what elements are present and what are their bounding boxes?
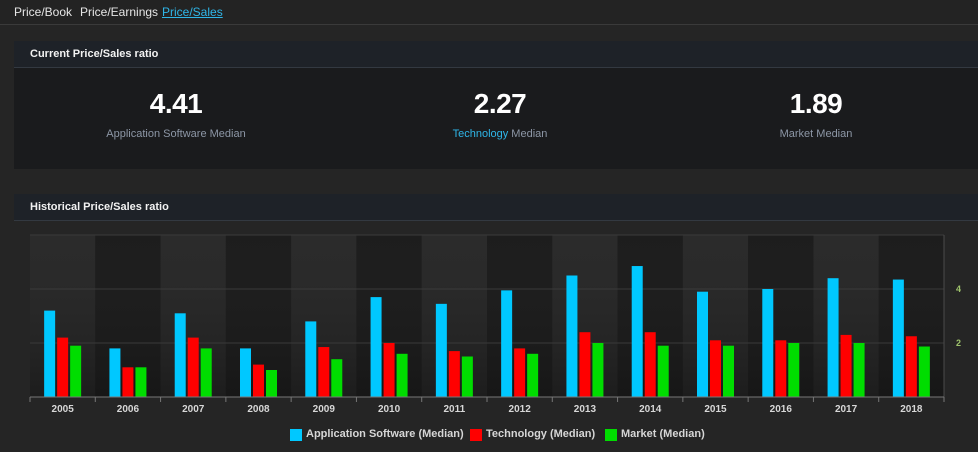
x-tick-label: 2007	[182, 404, 205, 415]
bar-application-software	[697, 291, 708, 397]
bar-application-software	[305, 321, 317, 397]
bar-market	[266, 370, 277, 397]
stat-market: 1.89 Market Median	[656, 88, 976, 140]
bar-market	[918, 346, 930, 397]
historical-bar-chart: 2 4 2005 2006 2007 2008 2009 2010 2011 2012 2013 20…	[29, 234, 961, 415]
bar-technology	[644, 332, 656, 397]
bar-technology	[383, 343, 395, 397]
bar-application-software	[240, 348, 251, 397]
legend-label: Application Software (Median)	[306, 428, 464, 440]
tab-price-book[interactable]: Price/Book	[14, 5, 73, 19]
stat-value: 2.27	[473, 88, 527, 119]
current-ratio-panel: 4.41 Application Software Median 2.27 Te…	[14, 68, 978, 169]
bar-technology	[514, 348, 526, 397]
x-tick-label: 2009	[313, 404, 336, 415]
x-tick-label: 2011	[444, 404, 466, 415]
bar-technology	[579, 332, 591, 397]
stat-application-software: 4.41 Application Software Median	[16, 88, 336, 140]
stat-technology: 2.27 Technology Median	[340, 88, 660, 140]
x-tick-label: 2010	[378, 404, 401, 415]
bar-market	[723, 345, 734, 397]
legend-swatch	[470, 429, 482, 441]
bar-application-software	[892, 279, 904, 397]
stat-label-highlight[interactable]: Technology	[452, 128, 509, 140]
bar-market	[331, 359, 343, 397]
bar-application-software	[762, 289, 774, 397]
x-tick-label: 2016	[770, 404, 793, 415]
bar-market	[657, 345, 669, 397]
bar-market	[396, 353, 408, 397]
bar-technology	[253, 364, 264, 397]
historical-ratio-header: Historical Price/Sales ratio	[14, 194, 978, 221]
bar-technology	[122, 367, 134, 397]
bar-technology	[57, 337, 69, 397]
x-tick-label: 2008	[247, 404, 270, 415]
x-tick-label: 2006	[117, 404, 140, 415]
x-tick-label: 2005	[52, 404, 75, 415]
stat-label-text: Market Median	[779, 128, 853, 140]
x-tick-label: 2013	[574, 404, 597, 415]
bar-market	[461, 356, 473, 397]
bar-technology	[905, 336, 917, 397]
bar-market	[70, 345, 82, 397]
stat-label: Market Median	[656, 128, 976, 140]
bar-application-software	[109, 348, 121, 397]
bar-application-software	[501, 290, 513, 397]
tab-price-sales[interactable]: Price/Sales	[162, 5, 223, 19]
tab-bar: Price/Book Price/Earnings Price/Sales	[0, 0, 978, 25]
bar-market	[527, 353, 539, 397]
stat-value: 4.41	[149, 88, 203, 119]
bar-application-software	[44, 310, 56, 397]
stat-label: Application Software Median	[16, 128, 336, 140]
current-ratio-header: Current Price/Sales ratio	[14, 41, 978, 68]
stat-value: 1.89	[789, 88, 843, 119]
tab-price-earnings[interactable]: Price/Earnings	[80, 5, 159, 19]
stat-label-text: Application Software Median	[106, 128, 246, 140]
y-tick-label: 2	[956, 338, 961, 348]
bar-technology	[318, 347, 330, 397]
historical-ratio-title: Historical Price/Sales ratio	[30, 201, 169, 213]
current-ratio-title: Current Price/Sales ratio	[30, 48, 159, 60]
x-tick-label: 2014	[639, 404, 662, 415]
plot-shading	[30, 235, 944, 397]
bar-application-software	[174, 313, 186, 397]
bar-technology	[448, 351, 460, 397]
legend-label: Market (Median)	[621, 428, 705, 440]
x-tick-label: 2015	[704, 404, 727, 415]
legend-swatch	[290, 429, 302, 441]
legend-swatch	[605, 429, 617, 441]
bar-market	[200, 348, 212, 397]
stat-label-text: Median	[508, 128, 548, 140]
y-tick-label: 4	[956, 284, 961, 294]
x-tick-label: 2017	[835, 404, 858, 415]
x-tick-label: 2012	[509, 404, 532, 415]
bar-technology	[775, 340, 787, 397]
stat-label: Technology Median	[340, 128, 660, 140]
bar-application-software	[827, 278, 839, 397]
bar-market	[135, 367, 147, 397]
bar-application-software	[370, 297, 382, 397]
bar-technology	[187, 337, 199, 397]
bar-market	[853, 343, 865, 397]
bar-market	[788, 343, 800, 397]
bar-technology	[710, 340, 721, 397]
chart-legend: Application Software (Median) Technology…	[0, 428, 978, 442]
x-tick-label: 2018	[900, 404, 923, 415]
bar-application-software	[435, 303, 447, 397]
legend-label: Technology (Median)	[486, 428, 596, 440]
bar-technology	[840, 334, 852, 397]
bar-application-software	[631, 266, 643, 397]
bar-market	[592, 343, 604, 397]
bar-application-software	[566, 275, 578, 397]
